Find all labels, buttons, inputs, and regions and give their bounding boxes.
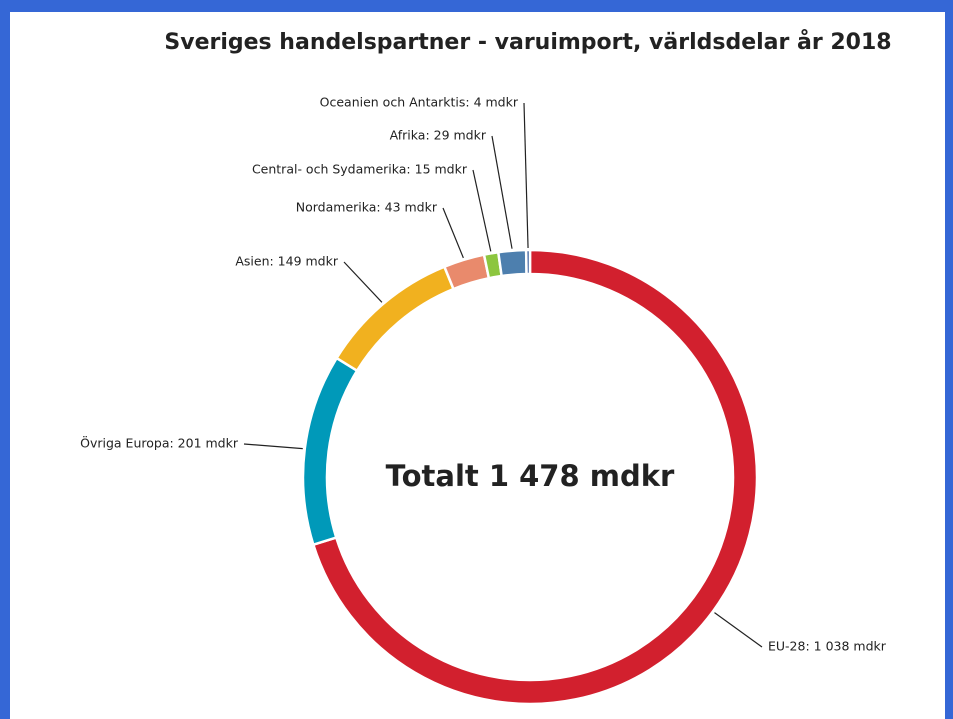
leader-line: [343, 261, 383, 303]
data-label: Afrika: 29 mdkr: [390, 128, 487, 143]
chart-title: Sveriges handelspartner - varuimport, vä…: [164, 29, 891, 55]
leader-line: [491, 135, 513, 249]
leader-line: [243, 443, 303, 450]
donut-segment: [524, 248, 532, 276]
leader-line: [472, 169, 492, 252]
leader-line: [442, 207, 464, 259]
donut-segment: [496, 248, 528, 278]
leader-line: [523, 102, 529, 249]
center-label: Totalt 1 478 mdkr: [386, 459, 675, 493]
data-label: Nordamerika: 43 mdkr: [296, 200, 438, 215]
data-label: Oceanien och Antarktis: 4 mdkr: [320, 95, 519, 110]
data-label: Central- och Sydamerika: 15 mdkr: [252, 162, 468, 177]
data-label: Asien: 149 mdkr: [235, 254, 339, 269]
data-label: Övriga Europa: 201 mdkr: [80, 435, 239, 451]
panel: [10, 12, 945, 719]
leader-line: [714, 612, 763, 648]
data-label: EU-28: 1 038 mdkr: [768, 639, 887, 654]
